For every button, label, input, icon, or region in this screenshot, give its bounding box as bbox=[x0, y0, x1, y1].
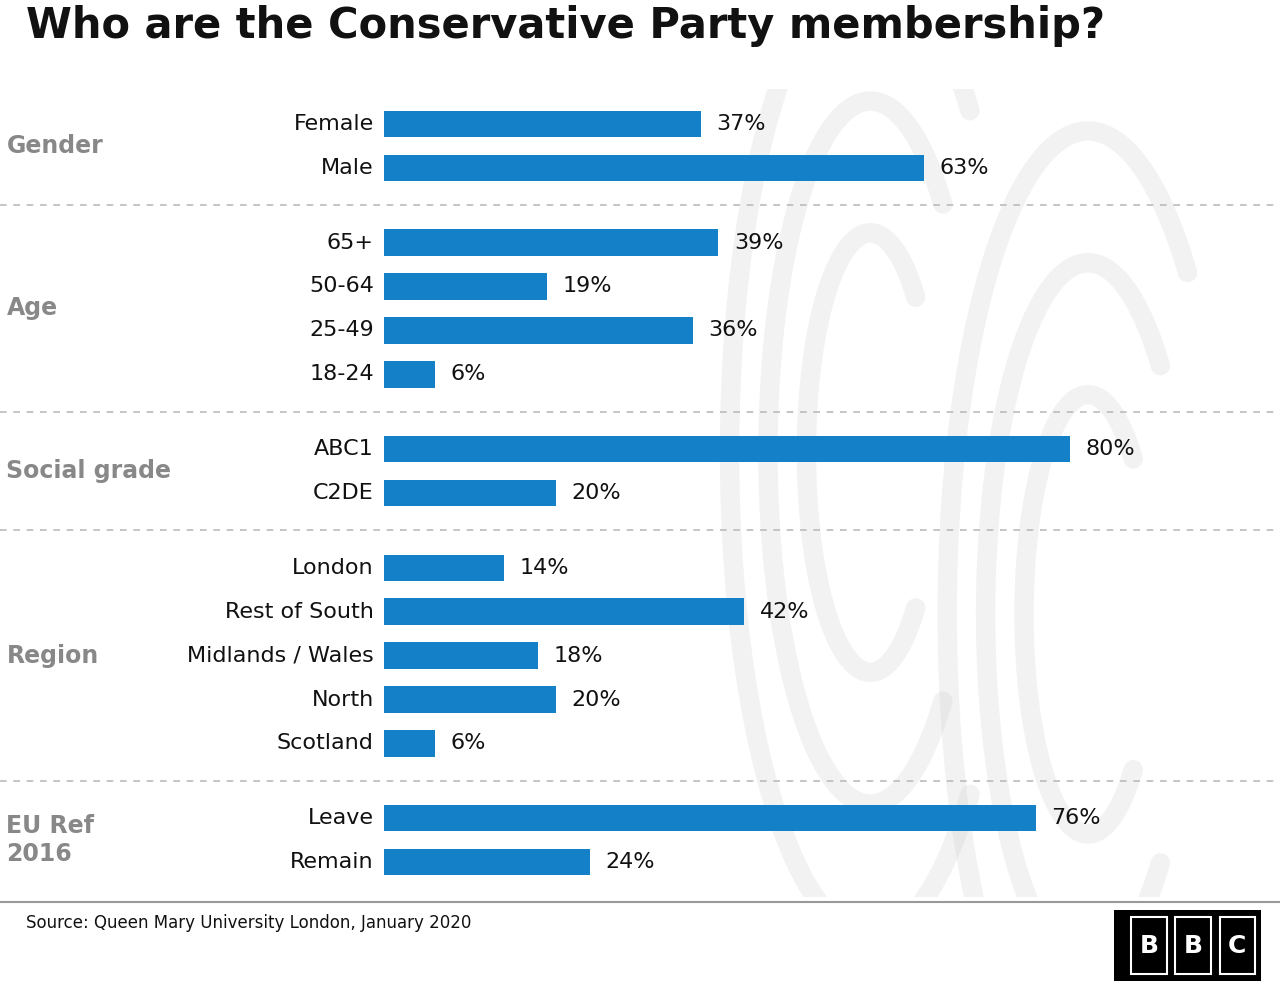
Text: Source: Queen Mary University London, January 2020: Source: Queen Mary University London, Ja… bbox=[26, 914, 471, 932]
Bar bbox=[384, 230, 718, 255]
Text: Remain: Remain bbox=[291, 852, 374, 872]
Text: Social grade: Social grade bbox=[6, 459, 172, 483]
Text: Scotland: Scotland bbox=[276, 734, 374, 753]
Bar bbox=[384, 155, 924, 181]
Bar bbox=[384, 731, 435, 756]
Text: 18-24: 18-24 bbox=[310, 365, 374, 385]
Text: Leave: Leave bbox=[307, 809, 374, 828]
Text: 63%: 63% bbox=[940, 158, 989, 177]
Bar bbox=[384, 110, 701, 137]
Text: 18%: 18% bbox=[554, 646, 603, 666]
Bar bbox=[384, 643, 539, 669]
Text: EU Ref
2016: EU Ref 2016 bbox=[6, 814, 95, 866]
Text: Age: Age bbox=[6, 297, 58, 320]
Text: 25-49: 25-49 bbox=[308, 320, 374, 340]
Text: Gender: Gender bbox=[6, 134, 104, 158]
Bar bbox=[384, 273, 547, 300]
Text: 6%: 6% bbox=[451, 734, 486, 753]
Text: B: B bbox=[1184, 934, 1203, 957]
Text: 42%: 42% bbox=[759, 601, 809, 621]
Text: 6%: 6% bbox=[451, 365, 486, 385]
Text: 39%: 39% bbox=[733, 233, 783, 252]
Text: 19%: 19% bbox=[562, 276, 612, 297]
Text: Who are the Conservative Party membership?: Who are the Conservative Party membershi… bbox=[26, 5, 1105, 47]
Bar bbox=[384, 849, 590, 876]
Text: Female: Female bbox=[293, 114, 374, 134]
Text: 20%: 20% bbox=[571, 689, 621, 710]
Bar bbox=[384, 436, 1070, 462]
Text: London: London bbox=[292, 558, 374, 578]
Text: 76%: 76% bbox=[1051, 809, 1101, 828]
Text: 37%: 37% bbox=[717, 114, 767, 134]
Text: Male: Male bbox=[321, 158, 374, 177]
Bar bbox=[384, 599, 744, 625]
Text: North: North bbox=[311, 689, 374, 710]
Text: Region: Region bbox=[6, 644, 99, 668]
Bar bbox=[384, 805, 1036, 831]
Text: Midlands / Wales: Midlands / Wales bbox=[187, 646, 374, 666]
Text: 14%: 14% bbox=[520, 558, 568, 578]
Text: Rest of South: Rest of South bbox=[225, 601, 374, 621]
Bar bbox=[384, 554, 504, 581]
Text: C2DE: C2DE bbox=[314, 483, 374, 503]
Text: 24%: 24% bbox=[605, 852, 654, 872]
Text: C: C bbox=[1228, 934, 1247, 957]
Text: 50-64: 50-64 bbox=[308, 276, 374, 297]
Bar bbox=[384, 361, 435, 387]
Text: 20%: 20% bbox=[571, 483, 621, 503]
Text: 65+: 65+ bbox=[326, 233, 374, 252]
Bar bbox=[384, 480, 556, 506]
Bar bbox=[384, 686, 556, 713]
Text: B: B bbox=[1139, 934, 1158, 957]
Text: 80%: 80% bbox=[1085, 439, 1135, 459]
Text: ABC1: ABC1 bbox=[314, 439, 374, 459]
Bar bbox=[384, 317, 692, 343]
Text: 36%: 36% bbox=[708, 320, 758, 340]
